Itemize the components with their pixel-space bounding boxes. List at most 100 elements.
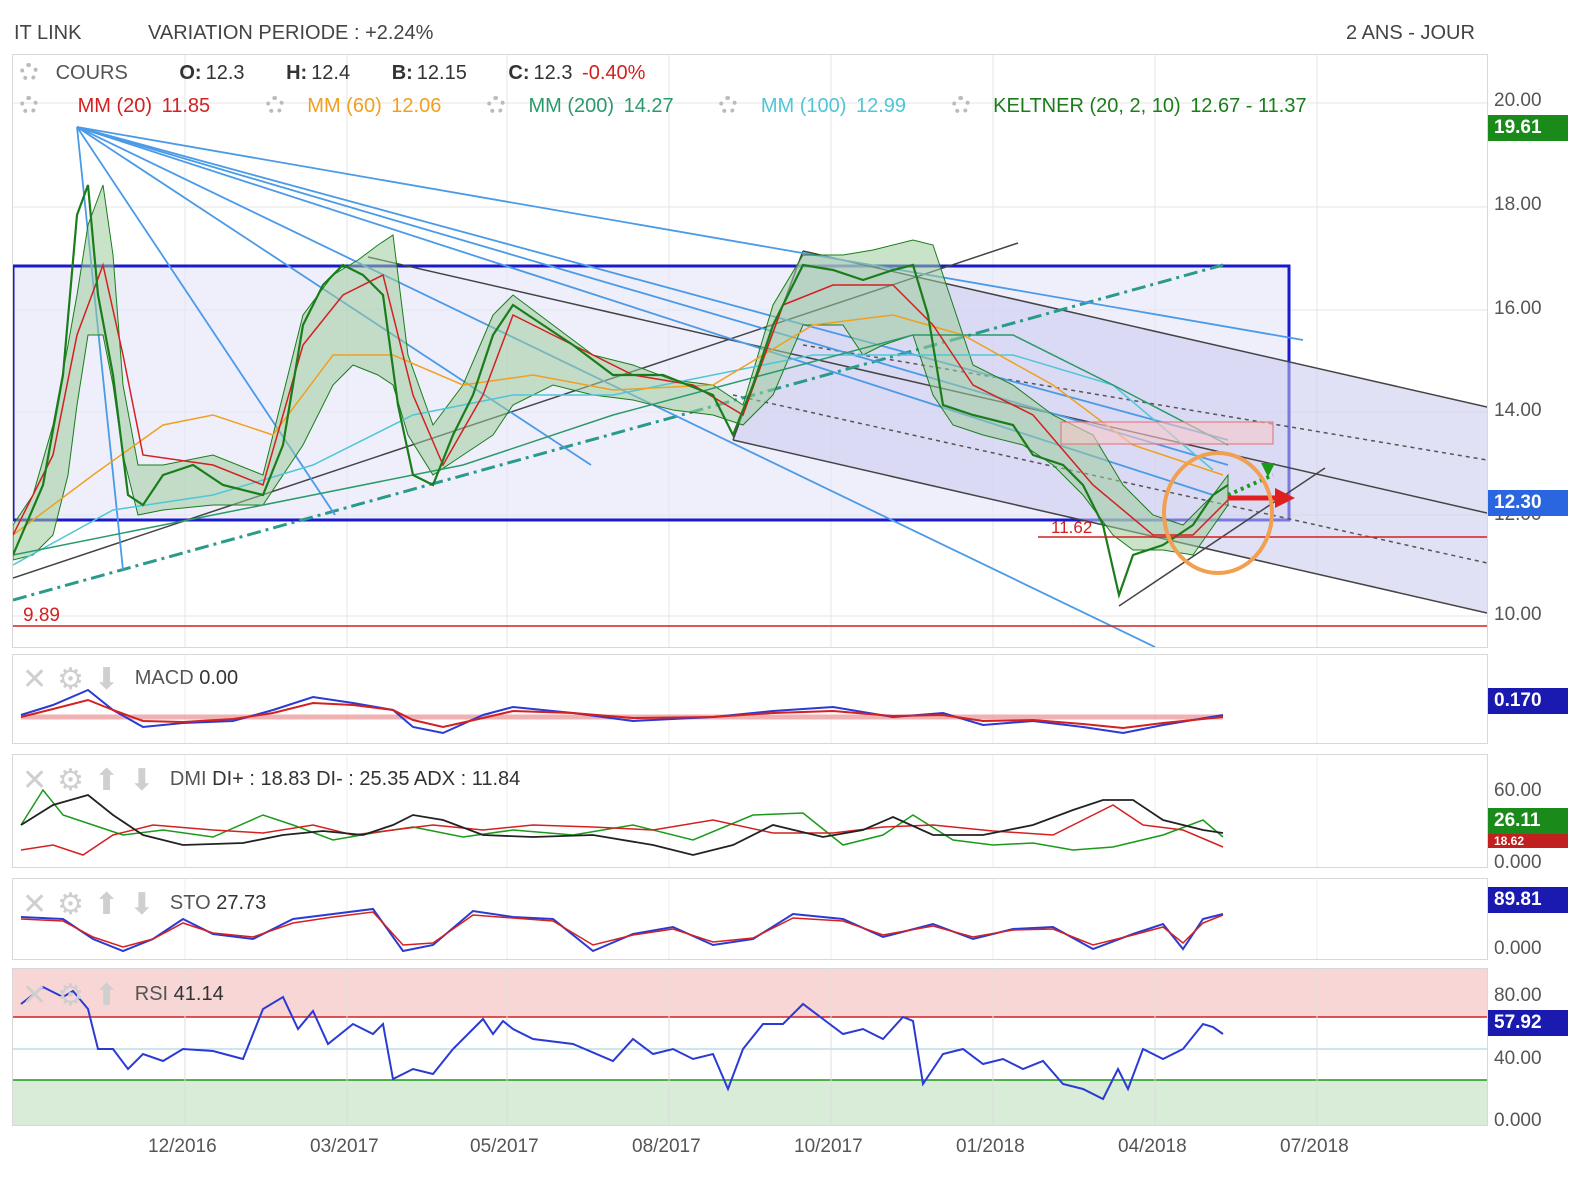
high-price-tag: 19.61 <box>1488 115 1568 141</box>
rsi-chart <box>13 969 1487 1125</box>
sto-tag: 89.81 <box>1488 887 1568 913</box>
x-tick: 07/2018 <box>1280 1136 1349 1157</box>
dmi-values: DI+ : 18.83 DI- : 25.35 ADX : 11.84 <box>212 768 521 790</box>
x-tick: 05/2017 <box>470 1136 539 1157</box>
open-value: 12.3 <box>205 62 245 84</box>
di-plus-line <box>20 788 1224 851</box>
x-tick: 12/2016 <box>148 1136 217 1157</box>
gear-icon[interactable]: ⚙ <box>57 764 85 797</box>
sto-legend: ✕ ⚙ ⬆ ⬇ STO 27.73 <box>22 887 266 922</box>
projection-arrow <box>1227 473 1274 497</box>
dmi-tick: 0.000 <box>1494 852 1542 873</box>
mm100-line <box>12 354 1214 566</box>
arrow-down-icon[interactable]: ⬇ <box>129 764 155 797</box>
keltner-label: KELTNER (20, 2, 10) <box>993 95 1181 117</box>
x-tick: 04/2018 <box>1118 1136 1187 1157</box>
x-tick: 10/2017 <box>794 1136 863 1157</box>
dmi-tick: 60.00 <box>1494 780 1542 801</box>
sto-d-line <box>20 911 1224 948</box>
mm20-label: MM (20) <box>77 95 153 117</box>
last-price-tag: 12.30 <box>1488 490 1568 516</box>
price-tick: 18.00 <box>1494 194 1542 215</box>
close-icon[interactable]: ✕ <box>22 979 48 1012</box>
mm20-value: 11.85 <box>161 95 211 117</box>
gear-icon[interactable] <box>486 96 505 114</box>
mm60-label: MM (60) <box>307 95 382 117</box>
support-label: 11.62 <box>1051 518 1092 537</box>
sto-value: 27.73 <box>216 892 267 914</box>
sto-panel <box>12 878 1488 960</box>
indicator-legend: MM (20) 11.85 MM (60) 12.06 MM (200) 14.… <box>20 95 1311 118</box>
arrow-up-icon[interactable]: ⬆ <box>94 764 120 797</box>
macd-signal-line <box>20 698 1224 730</box>
mm100-value: 12.99 <box>855 95 907 117</box>
gear-icon[interactable] <box>719 96 738 114</box>
gear-icon[interactable]: ⚙ <box>57 979 85 1012</box>
keltner-value: 12.67 - 11.37 <box>1190 95 1307 117</box>
price-line <box>11 184 1229 599</box>
rsi-line <box>20 985 1224 1101</box>
rsi-panel <box>12 968 1488 1126</box>
price-panel: 9.89 11.62 <box>11 54 1488 648</box>
gear-icon[interactable] <box>20 63 38 81</box>
arrow-down-icon[interactable]: ⬇ <box>129 888 155 921</box>
close-icon[interactable]: ✕ <box>22 888 48 921</box>
gear-icon[interactable] <box>951 96 970 114</box>
di-minus-line <box>20 804 1224 856</box>
gear-icon[interactable]: ⚙ <box>57 663 85 696</box>
highlight-circle[interactable] <box>1162 451 1274 575</box>
dmi-legend: ✕ ⚙ ⬆ ⬇ DMI DI+ : 18.83 DI- : 25.35 ADX : 1… <box>22 763 520 798</box>
macd-legend: ✕ ⚙ ⬇ MACD 0.00 <box>22 662 238 697</box>
mm20-line <box>12 262 1229 536</box>
adx-line <box>20 794 1224 856</box>
arrow-down-icon[interactable]: ⬇ <box>94 663 120 696</box>
cours-label: COURS <box>55 62 128 84</box>
symbol-title: IT LINK <box>14 22 82 44</box>
sto-label: STO <box>169 892 211 914</box>
dmi-minus-tag: 18.62 <box>1488 834 1568 848</box>
mm100-label: MM (100) <box>760 95 847 117</box>
rsi-tick: 40.00 <box>1494 1048 1542 1069</box>
low-value: 12.15 <box>416 62 467 84</box>
mm60-value: 12.06 <box>391 95 442 117</box>
gear-icon[interactable] <box>265 96 284 114</box>
resistance-zone[interactable] <box>1060 421 1274 445</box>
macd-line <box>20 688 1224 735</box>
close-value: 12.3 <box>533 62 573 84</box>
ohlc-legend: COURS O: 12.3 H: 12.4 B: 12.15 C: 12.3 -0.40… <box>20 62 649 85</box>
x-tick: 01/2018 <box>956 1136 1025 1157</box>
close-icon[interactable]: ✕ <box>22 663 48 696</box>
variation-label: VARIATION PERIODE : +2.24% <box>148 22 434 44</box>
price-tick: 20.00 <box>1494 90 1542 111</box>
gear-icon[interactable]: ⚙ <box>57 888 85 921</box>
close-icon[interactable]: ✕ <box>22 764 48 797</box>
macd-panel <box>12 654 1488 744</box>
rsi-legend: ✕ ⚙ ⬆ RSI 41.14 <box>22 978 224 1013</box>
close-change: -0.40% <box>582 62 646 84</box>
dmi-chart <box>20 755 1318 867</box>
sto-chart <box>20 879 1318 959</box>
high-value: 12.4 <box>311 62 351 84</box>
rsi-tag: 57.92 <box>1488 1010 1568 1036</box>
mm200-value: 14.27 <box>623 95 674 117</box>
rsi-tick: 80.00 <box>1494 985 1542 1006</box>
macd-label: MACD <box>134 667 194 689</box>
rsi-label: RSI <box>134 983 169 1005</box>
arrow-up-icon[interactable]: ⬆ <box>94 979 120 1012</box>
period-selector[interactable]: 2 ANS - JOUR <box>1346 22 1475 44</box>
arrow-up-icon[interactable]: ⬆ <box>94 888 120 921</box>
gear-icon[interactable] <box>20 96 38 114</box>
macd-chart <box>20 655 1318 743</box>
mm200-line <box>12 334 1229 556</box>
price-tick: 16.00 <box>1494 298 1542 319</box>
trend-line[interactable] <box>12 263 1224 602</box>
keltner-band <box>12 184 1229 561</box>
price-chart: 9.89 11.62 <box>11 55 1488 648</box>
rsi-tick: 0.000 <box>1494 1110 1542 1131</box>
x-tick: 03/2017 <box>310 1136 379 1157</box>
x-tick: 08/2017 <box>632 1136 701 1157</box>
price-tick: 14.00 <box>1494 400 1542 421</box>
dmi-plus-tag: 26.11 <box>1488 808 1568 834</box>
mm200-label: MM (200) <box>528 95 615 117</box>
rsi-value: 41.14 <box>173 983 224 1005</box>
